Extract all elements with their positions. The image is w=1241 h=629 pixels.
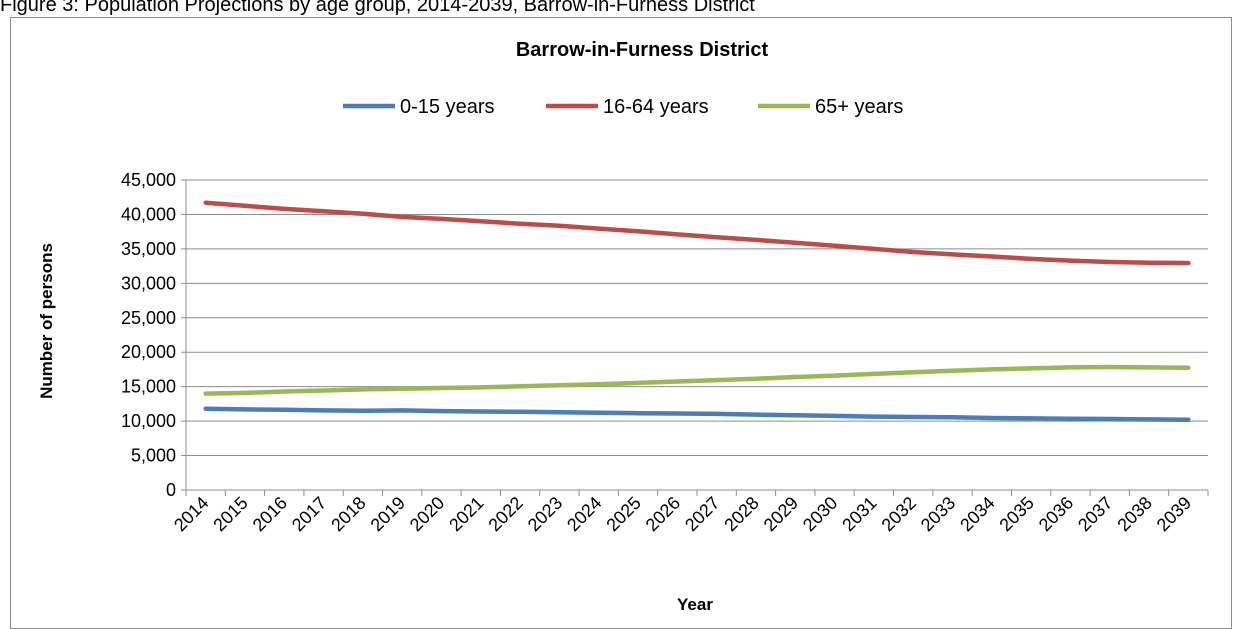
x-tick-label: 2023: [524, 493, 566, 535]
series-group: [203, 200, 1191, 422]
x-tick-label: 2015: [209, 493, 251, 535]
y-tick-label: 15,000: [121, 377, 176, 397]
x-tick-label: 2021: [445, 493, 487, 535]
x-tick-label: 2035: [995, 493, 1037, 535]
legend-label: 0-15 years: [400, 96, 495, 118]
x-tick-label: 2028: [720, 493, 762, 535]
y-tick-label: 30,000: [121, 273, 176, 293]
y-tick-label: 25,000: [121, 308, 176, 328]
series-line-0-15-years: [203, 406, 1191, 422]
x-tick-label: 2029: [760, 493, 802, 535]
legend: 0-15 years 16-64 years 65+ years: [343, 96, 903, 118]
x-tick-label: 2033: [917, 493, 959, 535]
x-axis: 2014201520162017201820192020202120222023…: [170, 489, 1209, 535]
x-tick-label: 2018: [327, 493, 369, 535]
chart-title: Barrow-in-Furness District: [516, 39, 769, 61]
y-tick-label: 40,000: [121, 204, 176, 224]
x-tick-label: 2039: [1153, 493, 1195, 535]
x-tick-label: 2031: [838, 493, 880, 535]
x-tick-label: 2037: [1074, 493, 1116, 535]
x-tick-label: 2016: [249, 493, 291, 535]
y-axis: 0 5,000 10,000 15,000 20,000 25,000 30,000 35,0…: [121, 170, 187, 500]
x-tick-label: 2032: [878, 493, 920, 535]
x-tick-label: 2034: [956, 493, 998, 535]
y-axis-label: Number of persons: [37, 243, 56, 399]
line-chart: Barrow-in-Furness District 0-15 years 16-…: [37, 39, 1209, 614]
x-tick-label: 2019: [367, 493, 409, 535]
x-tick-label: 2025: [602, 493, 644, 535]
y-tick-label: 35,000: [121, 239, 176, 259]
chart-frame: Barrow-in-Furness District 0-15 years 16-…: [10, 17, 1232, 629]
x-tick-label: 2036: [1035, 493, 1077, 535]
x-tick-label: 2026: [642, 493, 684, 535]
legend-label: 65+ years: [815, 96, 903, 118]
figure-caption: Figure 3: Population Projections by age …: [0, 0, 755, 16]
series-line-65-years: [203, 364, 1191, 396]
series-line-16-64-years: [203, 200, 1191, 266]
x-tick-label: 2014: [170, 493, 212, 535]
x-tick-label: 2027: [681, 493, 723, 535]
x-axis-label: Year: [677, 595, 713, 614]
x-tick-label: 2020: [406, 493, 448, 535]
y-tick-label: 20,000: [121, 342, 176, 362]
x-tick-label: 2024: [563, 493, 605, 535]
y-tick-label: 0: [166, 480, 176, 500]
y-tick-label: 10,000: [121, 411, 176, 431]
y-tick-label: 5,000: [131, 446, 176, 466]
x-tick-label: 2017: [288, 493, 330, 535]
x-tick-label: 2030: [799, 493, 841, 535]
legend-label: 16-64 years: [603, 96, 709, 118]
y-tick-label: 45,000: [121, 170, 176, 190]
x-tick-label: 2038: [1113, 493, 1155, 535]
x-tick-label: 2022: [484, 493, 526, 535]
